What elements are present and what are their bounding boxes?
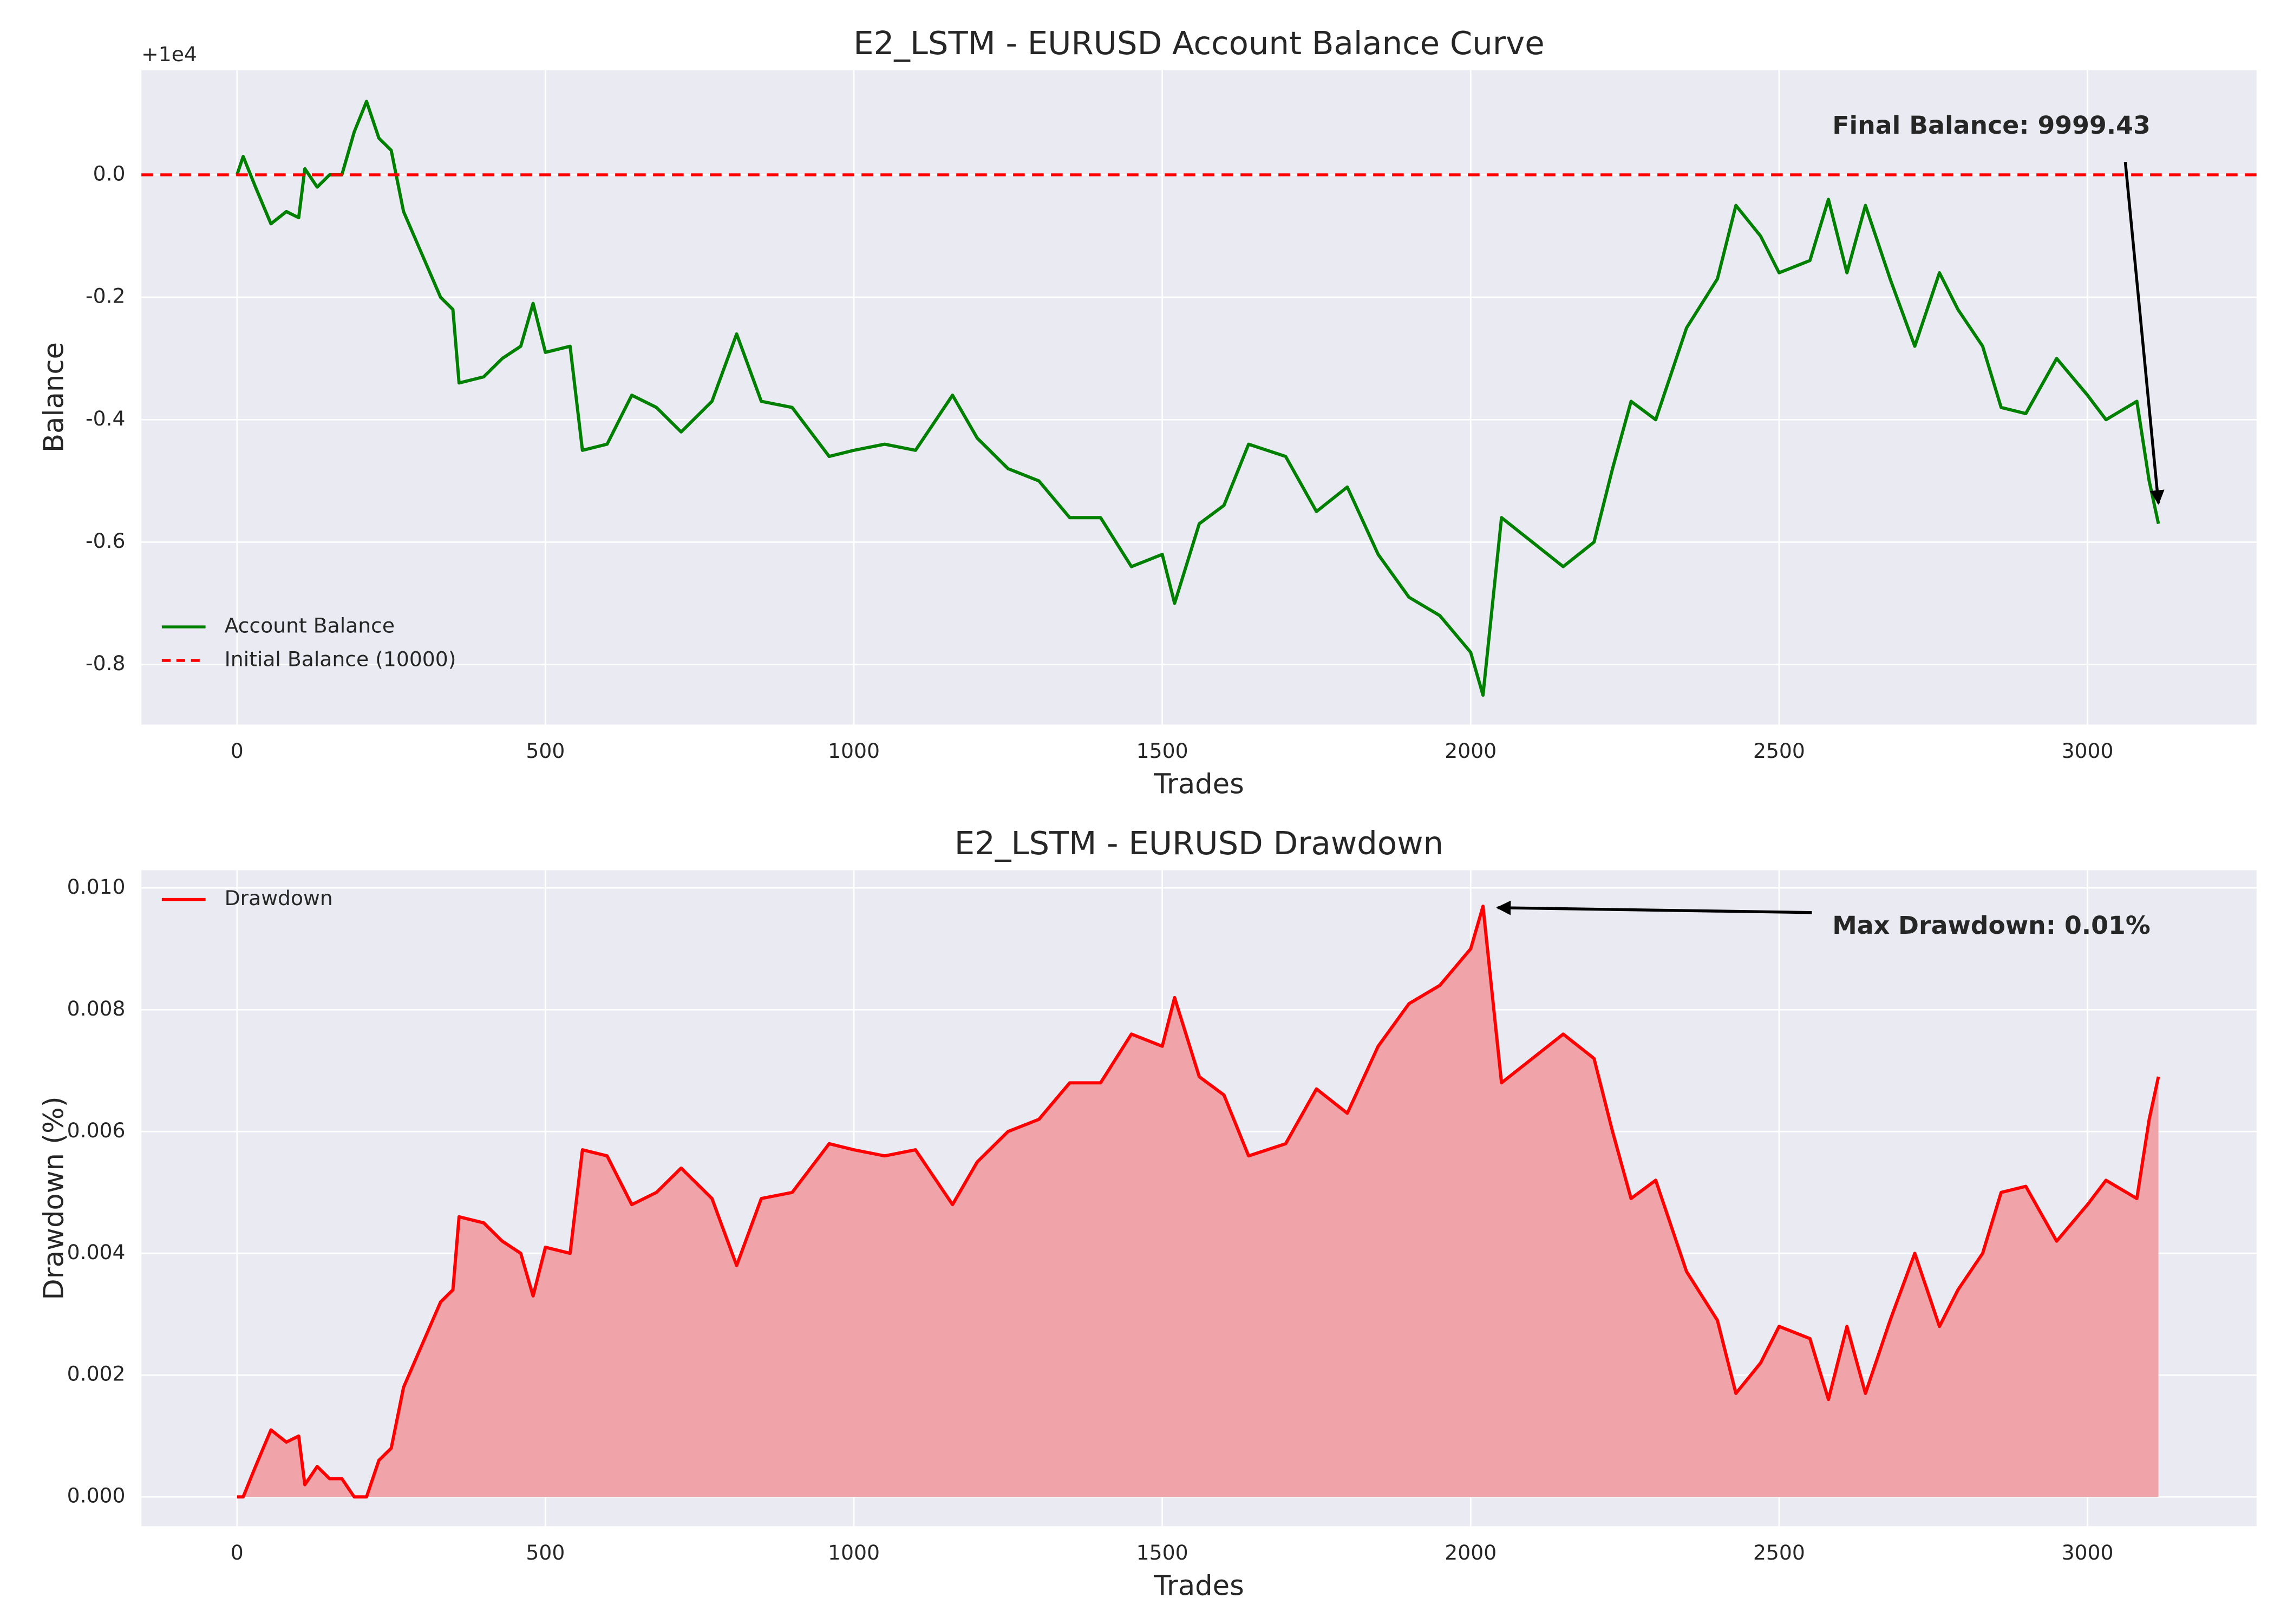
y-tick-label: 0.010 [67,875,126,899]
x-tick-label: 2000 [1445,739,1497,763]
y-tick-label: -0.2 [86,284,126,308]
subplot: 0 500 1000 1500 2000 2500 3000 0.000 0.002 0.004 0… [38,824,2257,1602]
y-tick-label: -0.8 [86,651,126,675]
chart-title: E2_LSTM - EURUSD Account Balance Curve [853,24,1544,62]
y-tick-label: 0.0 [93,161,126,185]
annotation-arrow [1496,900,1812,915]
legend-label: Drawdown [225,886,333,910]
x-tick-label: 500 [526,1541,565,1564]
subplot: 0 500 1000 1500 2000 2500 3000 -0.8 -0.6 -0.4 -0.2… [38,24,2257,801]
x-tick-label: 2000 [1445,1541,1497,1564]
legend-label: Account Balance [225,614,395,638]
x-tick-label: 1500 [1136,739,1188,763]
x-tick-label: 1000 [828,1541,880,1564]
x-tick-label: 3000 [2062,739,2114,763]
y-tick-label: 0.000 [67,1484,126,1508]
annotation: Final Balance: 9999.43 [1832,111,2151,140]
legend-label: Initial Balance (10000) [225,647,456,671]
x-tick-label: 0 [231,739,244,763]
y-tick-label: 0.004 [67,1240,126,1264]
y-tick-label: 0.002 [67,1362,126,1386]
area-fill [237,906,2159,1497]
x-tick-label: 1500 [1136,1541,1188,1564]
annotation-arrow [2123,161,2165,505]
x-axis-label: Trades [1153,1570,1244,1602]
y-axis-label: Balance [38,342,70,453]
x-tick-label: 3000 [2062,1541,2114,1564]
chart-title: E2_LSTM - EURUSD Drawdown [955,824,1443,862]
x-tick-label: 500 [526,739,565,763]
x-tick-label: 2500 [1753,739,1805,763]
x-axis-label: Trades [1153,769,1244,801]
annotation: Max Drawdown: 0.01% [1832,911,2150,940]
y-axis-label: Drawdown (%) [38,1096,70,1300]
line-series [237,905,2160,1499]
line-series [235,100,2160,697]
x-tick-label: 2500 [1753,1541,1805,1564]
x-tick-label: 0 [231,1541,244,1564]
y-tick-label: 0.006 [67,1118,126,1142]
y-tick-label: -0.4 [86,407,126,430]
axis-offset: +1e4 [141,42,197,66]
y-tick-label: -0.6 [86,529,126,553]
plot-area [141,70,2257,725]
x-tick-label: 1000 [828,739,880,763]
y-tick-label: 0.008 [67,997,126,1020]
